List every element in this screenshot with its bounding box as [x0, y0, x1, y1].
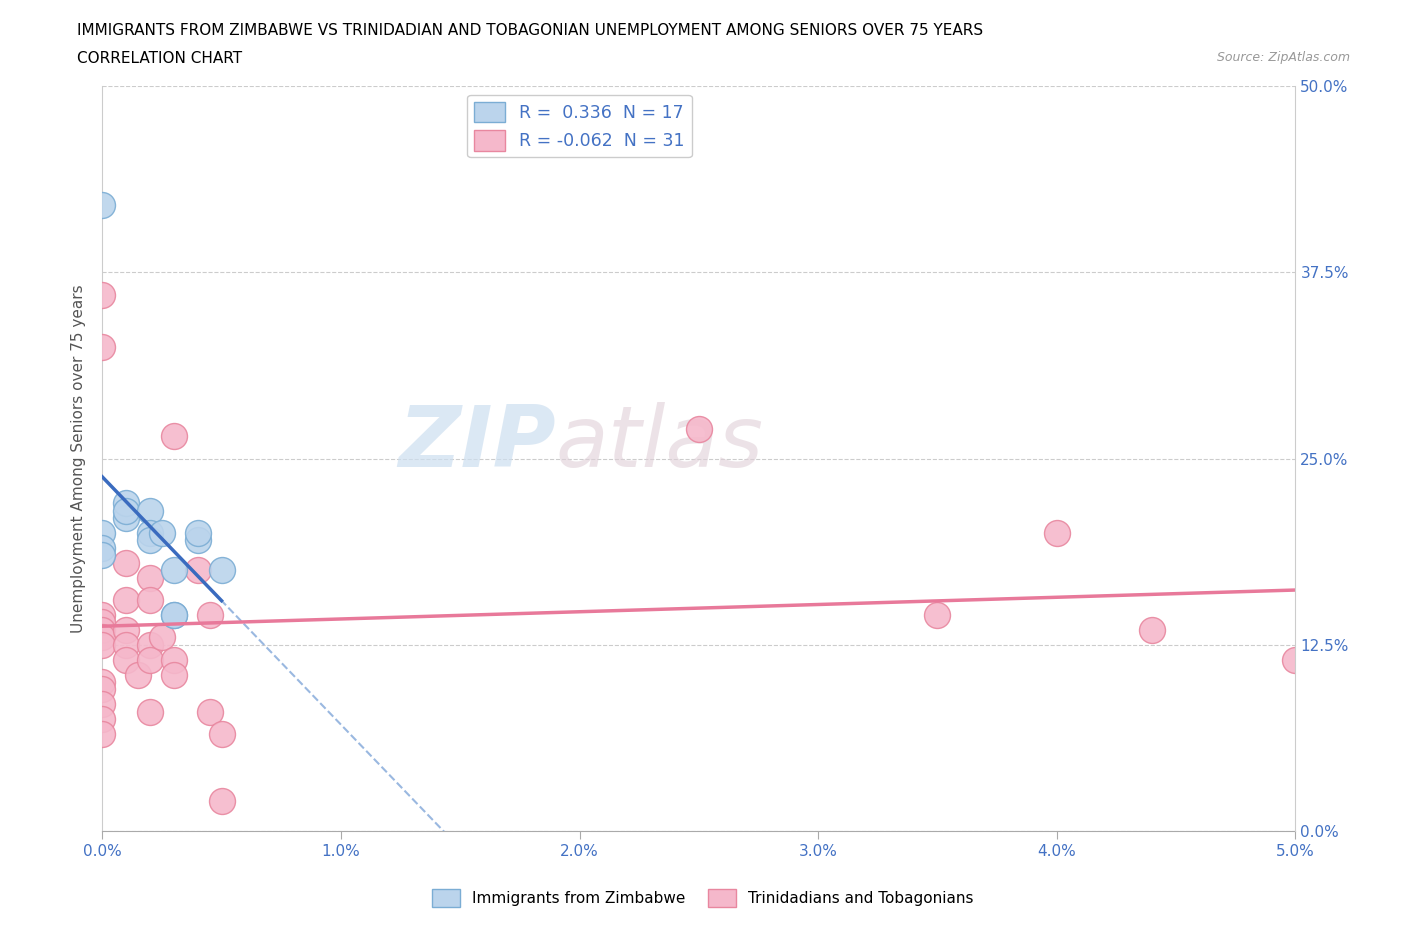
Text: Source: ZipAtlas.com: Source: ZipAtlas.com — [1216, 51, 1350, 64]
Point — [91, 711, 114, 726]
Point — [115, 622, 138, 637]
Point — [91, 622, 114, 637]
Point — [1046, 525, 1069, 540]
Point — [91, 637, 114, 652]
Point — [139, 533, 162, 548]
Point — [91, 674, 114, 689]
Point — [115, 637, 138, 652]
Text: atlas: atlas — [555, 402, 763, 485]
Point — [139, 525, 162, 540]
Point — [115, 592, 138, 607]
Point — [150, 525, 173, 540]
Point — [91, 198, 114, 213]
Point — [163, 563, 186, 578]
Point — [163, 429, 186, 444]
Point — [115, 652, 138, 667]
Point — [1142, 622, 1164, 637]
Point — [187, 533, 209, 548]
Point — [163, 667, 186, 682]
Point — [211, 726, 233, 741]
Point — [688, 421, 710, 436]
Point — [163, 607, 186, 622]
Point — [139, 503, 162, 518]
Point — [139, 704, 162, 719]
Point — [927, 607, 949, 622]
Point — [198, 704, 221, 719]
Point — [1284, 652, 1306, 667]
Point — [198, 607, 221, 622]
Point — [139, 652, 162, 667]
Point — [163, 652, 186, 667]
Point — [211, 794, 233, 809]
Point — [91, 697, 114, 711]
Point — [91, 339, 114, 354]
Point — [211, 563, 233, 578]
Point — [115, 511, 138, 525]
Point — [139, 637, 162, 652]
Point — [91, 630, 114, 644]
Text: IMMIGRANTS FROM ZIMBABWE VS TRINIDADIAN AND TOBAGONIAN UNEMPLOYMENT AMONG SENIOR: IMMIGRANTS FROM ZIMBABWE VS TRINIDADIAN … — [77, 23, 983, 38]
Legend: R =  0.336  N = 17, R = -0.062  N = 31: R = 0.336 N = 17, R = -0.062 N = 31 — [467, 95, 692, 157]
Point — [115, 496, 138, 511]
Point — [91, 548, 114, 563]
Legend: Immigrants from Zimbabwe, Trinidadians and Tobagonians: Immigrants from Zimbabwe, Trinidadians a… — [426, 884, 980, 913]
Point — [139, 592, 162, 607]
Point — [127, 667, 149, 682]
Point — [91, 287, 114, 302]
Point — [91, 615, 114, 630]
Point — [91, 682, 114, 697]
Point — [150, 630, 173, 644]
Text: CORRELATION CHART: CORRELATION CHART — [77, 51, 242, 66]
Point — [115, 555, 138, 570]
Point — [187, 525, 209, 540]
Point — [187, 563, 209, 578]
Point — [115, 503, 138, 518]
Point — [91, 540, 114, 555]
Text: ZIP: ZIP — [398, 402, 555, 485]
Y-axis label: Unemployment Among Seniors over 75 years: Unemployment Among Seniors over 75 years — [72, 285, 86, 633]
Point — [139, 570, 162, 585]
Point — [163, 607, 186, 622]
Point — [91, 525, 114, 540]
Point — [91, 607, 114, 622]
Point — [91, 726, 114, 741]
